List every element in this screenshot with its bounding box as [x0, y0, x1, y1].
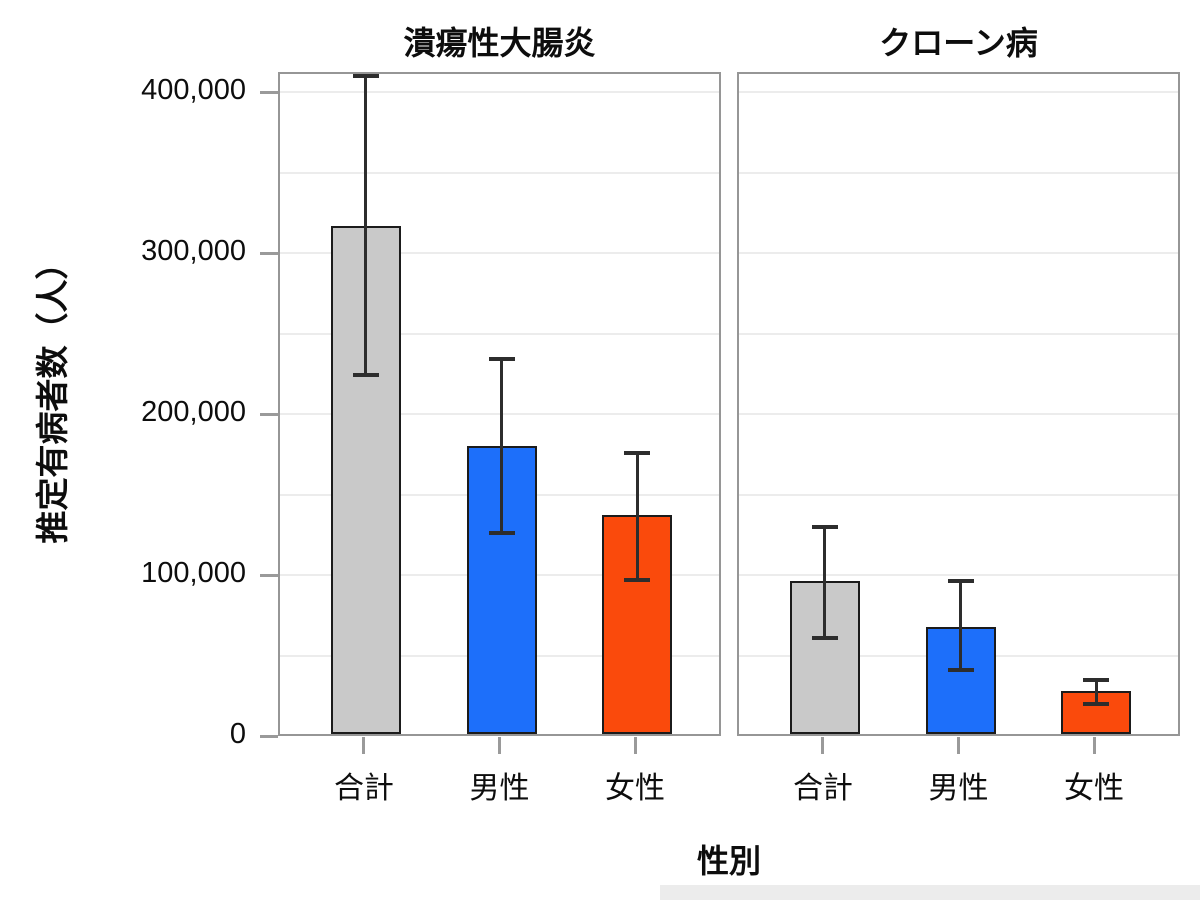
x-tick [1092, 737, 1096, 754]
error-bar-cap-high [624, 450, 651, 455]
error-bar-cap-low [1083, 701, 1110, 706]
error-bar-line [1094, 679, 1098, 704]
y-tick [260, 412, 278, 416]
error-bar-cap-high [352, 74, 379, 78]
y-tick [260, 90, 278, 94]
y-tick-label: 400,000 [141, 74, 246, 107]
x-tick [821, 737, 825, 754]
error-bar-cap-low [811, 635, 838, 640]
y-tick [260, 251, 278, 255]
x-tick [957, 737, 960, 754]
y-tick-label: 0 [229, 718, 246, 751]
error-bar-cap-high [488, 357, 515, 362]
error-bar-line [823, 526, 827, 638]
x-category-label: 男性 [928, 772, 989, 805]
gridline [739, 493, 1178, 496]
error-bar-cap-low [352, 373, 379, 378]
error-bar-cap-high [1083, 677, 1110, 682]
x-category-label: 合計 [333, 772, 394, 805]
error-bar-line [635, 452, 639, 580]
y-tick-label: 300,000 [141, 235, 246, 268]
gridline [739, 413, 1178, 415]
error-bar-line [500, 359, 503, 534]
panel-title-ulcerative-colitis: 潰瘍性大腸炎 [403, 25, 596, 61]
gridline [280, 252, 719, 254]
x-category-label: 女性 [1064, 772, 1125, 805]
gridline [739, 91, 1178, 93]
error-bar-cap-low [947, 667, 974, 672]
panel-title-crohns-disease: クローン病 [879, 25, 1038, 61]
error-bar-cap-low [624, 577, 651, 582]
y-axis-title: 推定有病者数（人） [34, 246, 71, 544]
bottom-artifact-strip [660, 885, 1200, 900]
error-bar-line [959, 581, 962, 670]
error-bar-cap-low [488, 531, 515, 536]
y-tick [260, 573, 278, 577]
gridline [739, 252, 1178, 254]
gridline [280, 171, 719, 174]
panel-crohns-disease [737, 72, 1180, 736]
x-tick [633, 737, 637, 754]
gridline [280, 332, 719, 335]
bar-男性 [466, 446, 537, 734]
x-category-label: 合計 [792, 772, 853, 805]
error-bar-cap-high [947, 579, 974, 584]
gridline [739, 574, 1178, 576]
y-tick-label: 200,000 [141, 396, 246, 429]
x-category-label: 男性 [469, 772, 530, 805]
panel-ulcerative-colitis [278, 72, 721, 736]
y-tick-label: 100,000 [141, 557, 246, 590]
error-bar-cap-high [811, 524, 838, 529]
x-tick [498, 737, 501, 754]
y-tick [260, 734, 278, 738]
gridline [280, 91, 719, 93]
gridline [739, 171, 1178, 174]
x-axis-title: 性別 [696, 843, 761, 879]
gridline [739, 332, 1178, 335]
x-category-label: 女性 [605, 772, 666, 805]
gridline [280, 413, 719, 415]
error-bar-line [364, 75, 368, 376]
x-tick [362, 737, 366, 754]
